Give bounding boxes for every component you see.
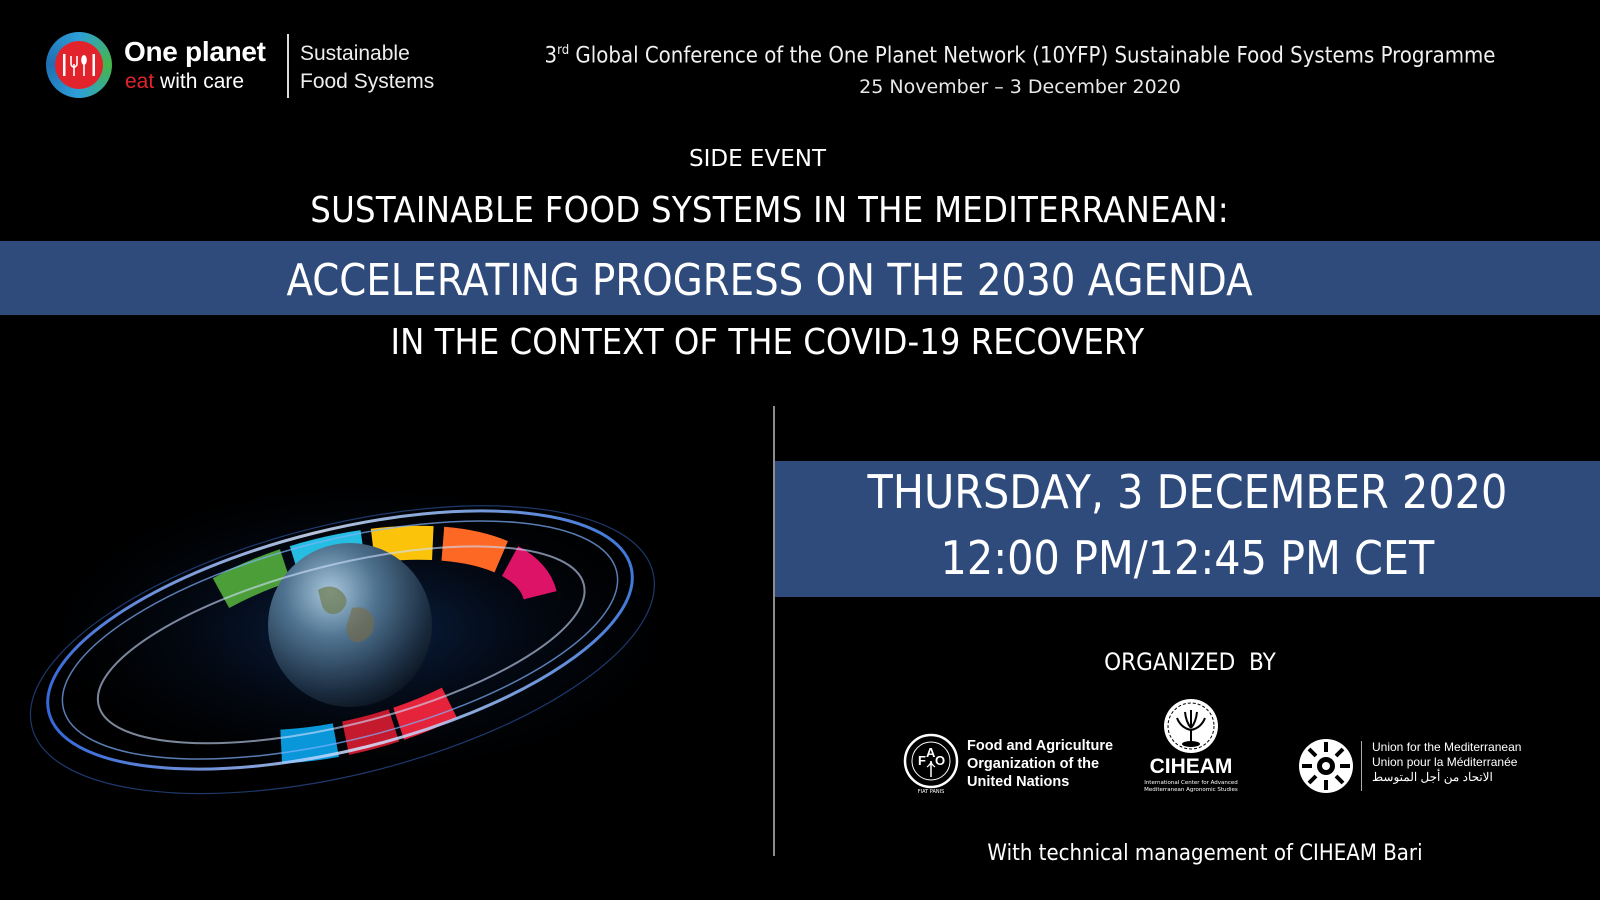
- programme-line-1: Sustainable: [300, 42, 410, 65]
- svg-text:A: A: [926, 745, 936, 760]
- fao-name-line-1: Food and Agriculture: [967, 738, 1114, 754]
- event-type: SIDE EVENT: [689, 146, 826, 172]
- ufm-divider: [1361, 741, 1362, 791]
- conference-dates: 25 November – 3 December 2020: [859, 76, 1181, 98]
- fao-name-line-3: United Nations: [967, 774, 1070, 790]
- ufm-name-line-2: Union pour la Méditerranée: [1372, 755, 1518, 769]
- programme-line-2: Food Systems: [300, 70, 435, 93]
- technical-management-note: With technical management of CIHEAM Bari: [987, 841, 1423, 866]
- date-band: [775, 461, 1600, 597]
- organized-by-label: ORGANIZED BY: [1104, 648, 1276, 676]
- globe-sdg-ring-illustration: [0, 440, 770, 820]
- programme-name: Sustainable Food Systems: [300, 40, 434, 96]
- logo-divider: [287, 34, 289, 98]
- subtitle-band: [0, 241, 1600, 315]
- logo-tagline-rest: with care: [154, 70, 245, 93]
- svg-text:O: O: [935, 753, 945, 768]
- ufm-name-line-1: Union for the Mediterranean: [1372, 740, 1522, 754]
- fao-name: Food and Agriculture Organization of the…: [967, 737, 1113, 791]
- fao-seal-text: FIAT PANIS: [917, 789, 945, 795]
- ciheam-fullname: International Center for Advanced Medite…: [1127, 780, 1255, 794]
- event-subtitle: ACCELERATING PROGRESS ON THE 2030 AGENDA: [286, 255, 1253, 306]
- logo-title: One planet: [124, 36, 266, 67]
- ciheam-emblem-icon: [1163, 698, 1219, 754]
- event-time: 12:00 PM/12:45 PM CET: [940, 531, 1435, 585]
- conference-title: 3rd Global Conference of the One Planet …: [470, 43, 1570, 68]
- ufm-name: Union for the Mediterranean Union pour l…: [1372, 740, 1521, 785]
- event-date: THURSDAY, 3 DECEMBER 2020: [867, 465, 1508, 519]
- ciheam-fullname-line-1: International Center for Advanced: [1144, 780, 1238, 786]
- vertical-divider: [773, 406, 775, 856]
- ciheam-fullname-line-2: Mediterranean Agronomic Studies: [1144, 787, 1238, 793]
- one-planet-globe-icon: [46, 32, 112, 98]
- event-context: IN THE CONTEXT OF THE COVID-19 RECOVERY: [390, 322, 1145, 363]
- logo-tagline: eat with care: [125, 70, 244, 94]
- conference-title-rest: Global Conference of the One Planet Netw…: [569, 43, 1496, 69]
- conference-ordinal-number: 3: [544, 43, 558, 69]
- conference-ordinal-suffix: rd: [557, 43, 570, 58]
- logo-tagline-accent: eat: [125, 70, 155, 93]
- svg-text:F: F: [918, 753, 926, 768]
- ufm-name-line-3: الاتحاد من أجل المتوسط: [1372, 770, 1493, 784]
- fao-name-line-2: Organization of the: [967, 756, 1100, 772]
- fao-emblem-icon: F A O: [903, 733, 959, 789]
- event-title: SUSTAINABLE FOOD SYSTEMS IN THE MEDITERR…: [310, 190, 1229, 231]
- ciheam-name: CIHEAM: [1149, 755, 1233, 778]
- ufm-emblem-icon: [1298, 738, 1354, 794]
